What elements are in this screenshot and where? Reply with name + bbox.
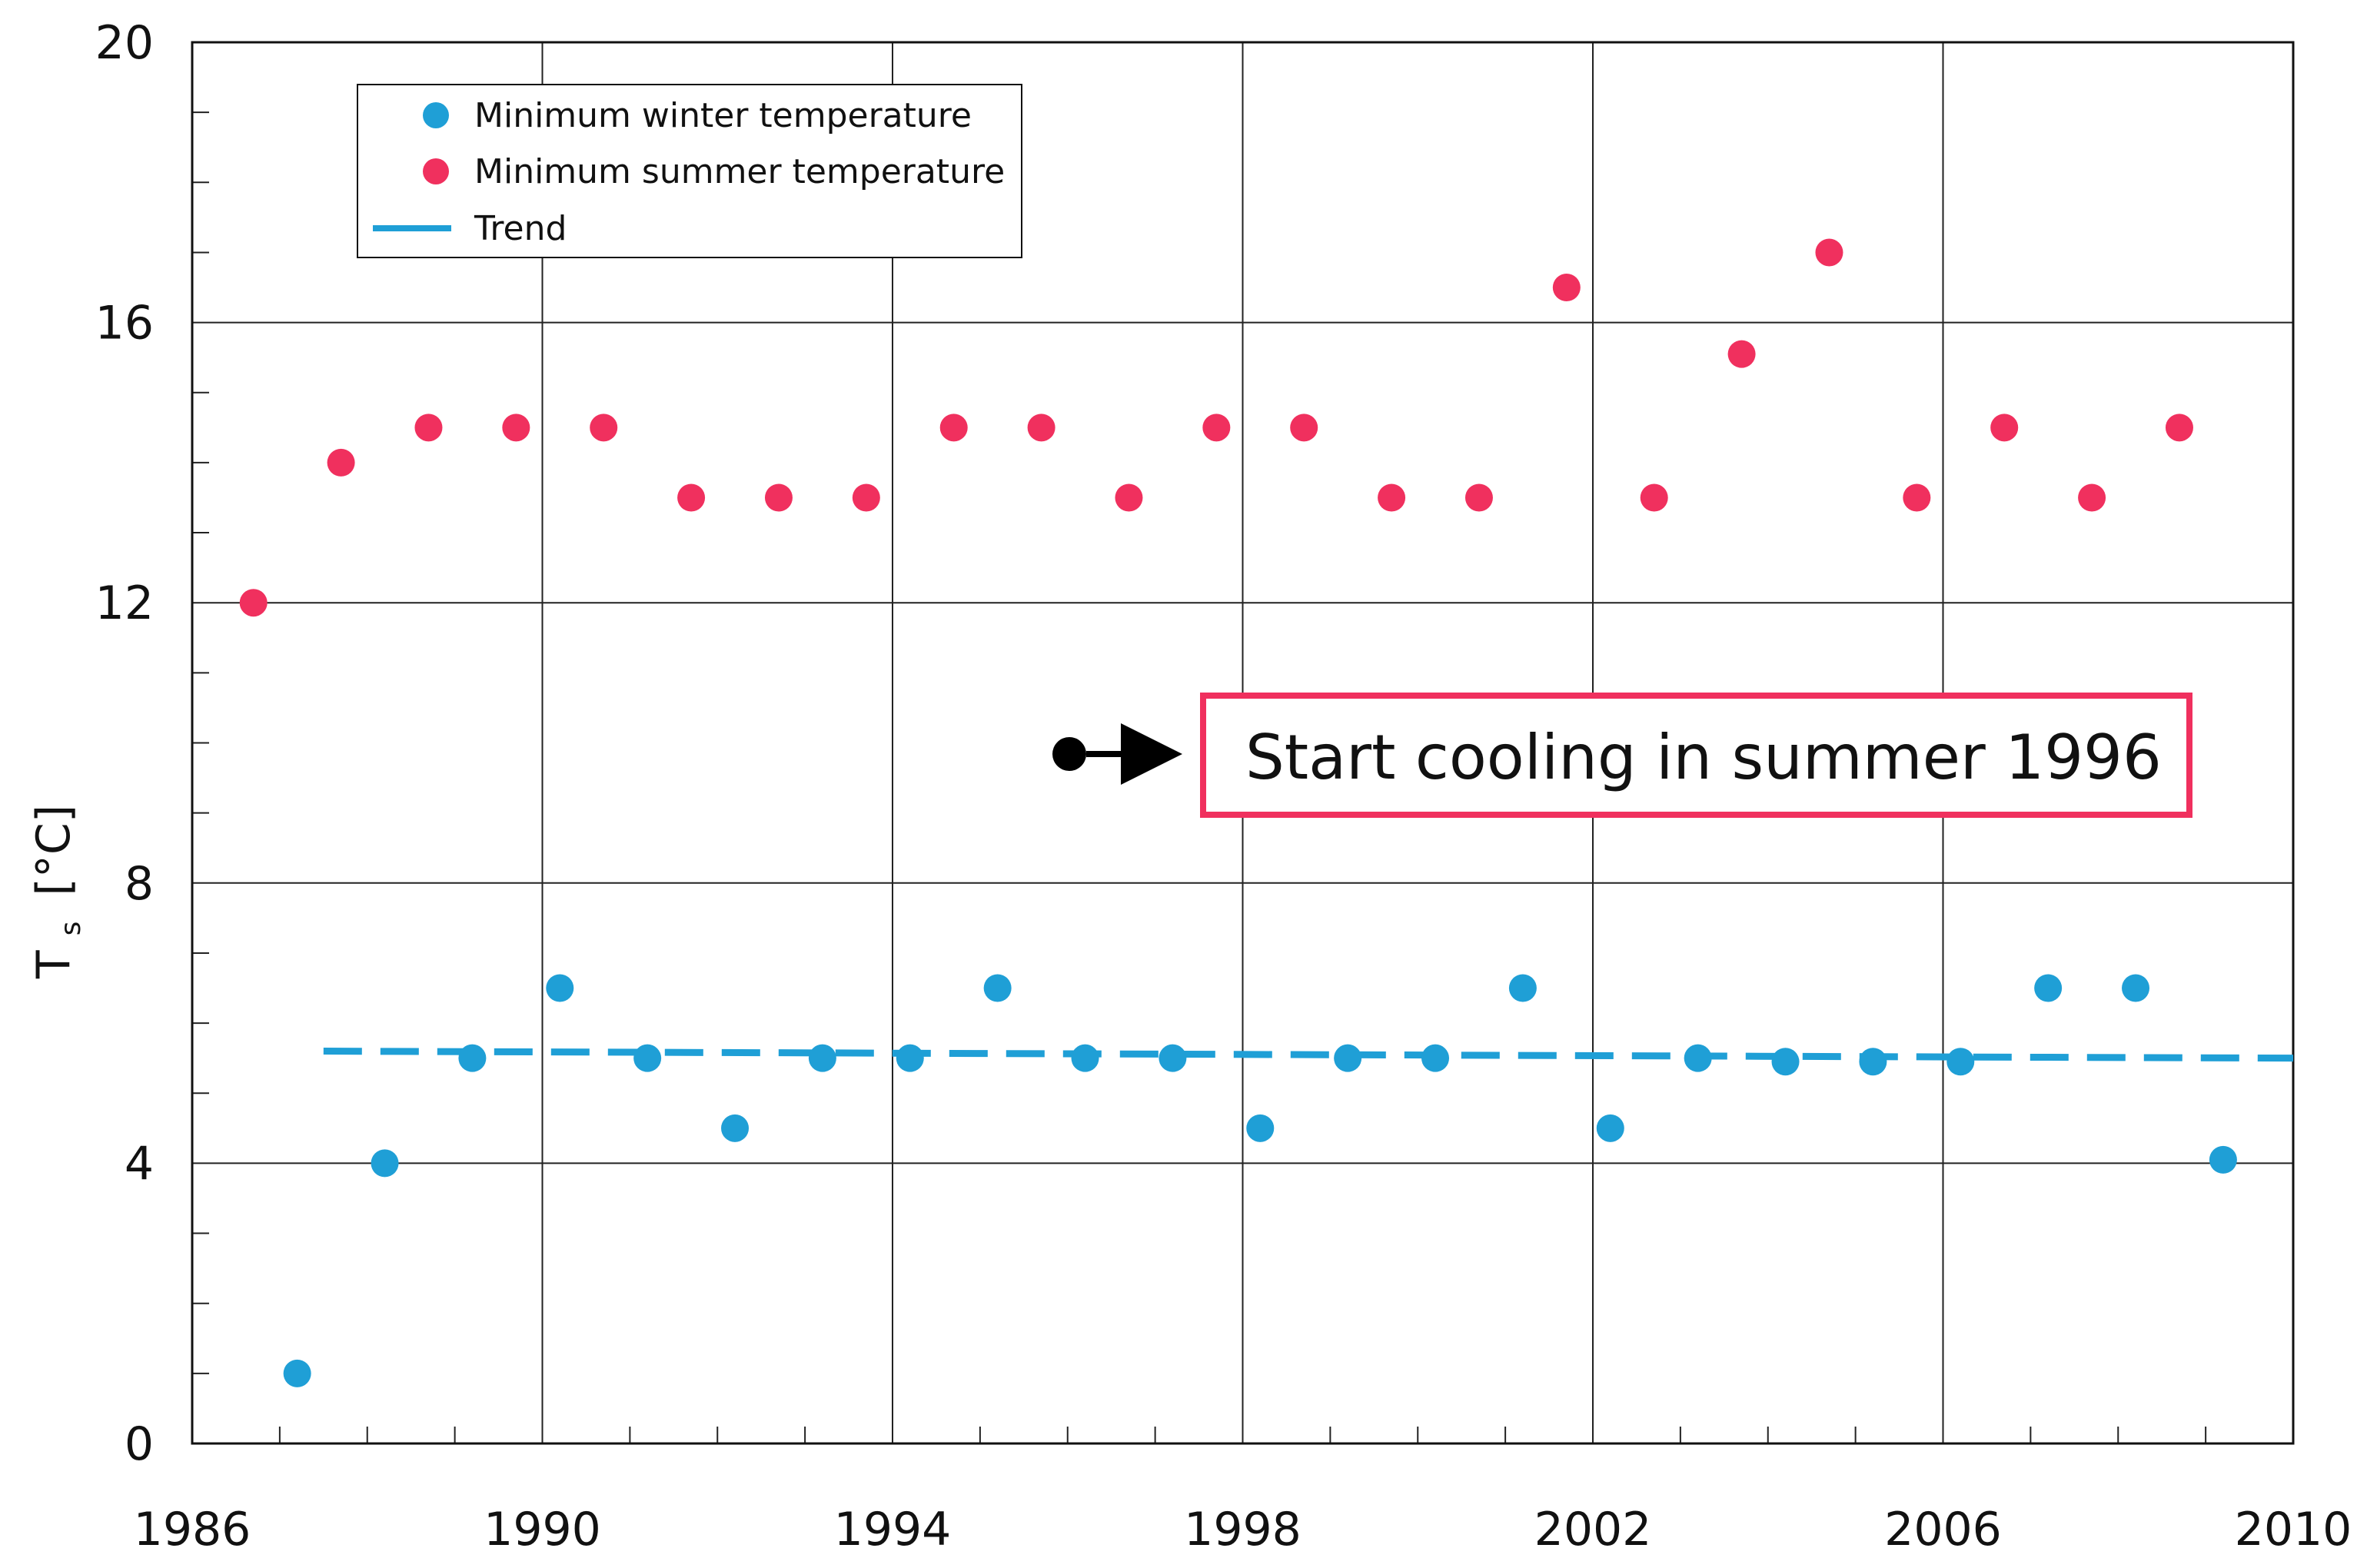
x-tick-label: 1986 xyxy=(134,1503,251,1556)
winter-point xyxy=(1859,1048,1887,1076)
summer-point xyxy=(414,414,443,442)
annotation-text: Start cooling in summer 1996 xyxy=(1245,722,2162,793)
legend-box xyxy=(357,84,1022,258)
summer-point xyxy=(677,483,706,512)
legend-winter-marker xyxy=(423,102,449,128)
annotation-marker xyxy=(1052,737,1086,771)
winter-point xyxy=(2122,974,2150,1002)
y-tick-label: 16 xyxy=(95,297,154,350)
summer-point xyxy=(2078,483,2106,512)
winter-point xyxy=(2209,1145,2237,1174)
winter-point xyxy=(1334,1044,1362,1072)
y-axis-label: T s [°C] xyxy=(27,805,91,979)
winter-point xyxy=(808,1044,836,1072)
annotation-box xyxy=(1200,693,2192,818)
y-axis-label-subscript: s xyxy=(55,922,87,936)
summer-point xyxy=(1815,238,1843,267)
winter-point xyxy=(283,1359,311,1387)
winter-point xyxy=(721,1114,750,1142)
winter-point xyxy=(458,1044,487,1072)
summer-point xyxy=(590,414,618,442)
x-tick-label: 1994 xyxy=(834,1503,952,1556)
y-tick-label: 12 xyxy=(95,576,154,630)
summer-point xyxy=(1378,483,1406,512)
x-tick-label: 1998 xyxy=(1184,1503,1302,1556)
annotation: Start cooling in summer 1996 xyxy=(1052,693,2192,818)
winter-point xyxy=(1246,1114,1275,1142)
y-tick-label: 0 xyxy=(125,1417,154,1471)
winter-point xyxy=(1071,1044,1099,1072)
summer-point xyxy=(1903,483,1931,512)
minor-ticks xyxy=(192,111,2207,1443)
winter-point xyxy=(1159,1044,1187,1072)
summer-point xyxy=(1727,340,1756,368)
summer-point xyxy=(939,414,968,442)
summer-point xyxy=(502,414,530,442)
summer-point xyxy=(1027,414,1055,442)
svg-text:T s [°C]: T s [°C] xyxy=(27,805,91,979)
winter-point xyxy=(1771,1048,1800,1076)
summer-point xyxy=(852,483,880,512)
legend-winter-label: Minimum winter temperature xyxy=(474,96,972,135)
winter-point xyxy=(1596,1114,1624,1142)
winter-point xyxy=(546,974,574,1002)
plot-frame xyxy=(191,41,2295,1445)
winter-point xyxy=(1421,1044,1450,1072)
winter-point xyxy=(983,974,1012,1002)
summer-point xyxy=(2165,414,2193,442)
points-layer xyxy=(239,238,2237,1387)
winter-point xyxy=(1946,1048,1975,1076)
trend-line xyxy=(323,1048,2294,1062)
winter-point xyxy=(1508,974,1537,1002)
winter-point xyxy=(371,1149,399,1178)
tick-labels: 1986 1990 1994 1998 2002 2006 2010 0 4 8 12 16 20 xyxy=(95,16,2352,1556)
x-tick-label: 2010 xyxy=(2235,1503,2352,1556)
summer-point xyxy=(327,448,355,477)
summer-point xyxy=(1990,414,2019,442)
legend-trend-label: Trend xyxy=(474,209,567,248)
summer-point xyxy=(239,589,268,617)
summer-point xyxy=(764,483,793,512)
winter-point xyxy=(896,1044,924,1072)
winter-point xyxy=(633,1044,662,1072)
legend-summer-marker xyxy=(423,158,449,184)
y-axis-label-unit: [°C] xyxy=(27,805,81,896)
winter-point xyxy=(1684,1044,1712,1072)
summer-point xyxy=(1640,483,1668,512)
summer-point xyxy=(1552,274,1581,302)
summer-point xyxy=(1290,414,1318,442)
summer-point xyxy=(1464,483,1493,512)
y-tick-label: 4 xyxy=(125,1137,154,1191)
y-axis-label-main: T xyxy=(27,950,81,979)
y-tick-label: 8 xyxy=(125,857,154,911)
summer-point xyxy=(1202,414,1231,442)
y-tick-label: 20 xyxy=(95,16,154,70)
legend: Minimum winter temperature Minimum summe… xyxy=(357,84,1022,258)
x-tick-label: 2006 xyxy=(1884,1503,2002,1556)
trend-layer xyxy=(323,1048,2294,1062)
x-tick-label: 1990 xyxy=(484,1503,601,1556)
x-tick-label: 2002 xyxy=(1534,1503,1652,1556)
winter-point xyxy=(2034,974,2063,1002)
legend-summer-label: Minimum summer temperature xyxy=(474,152,1005,191)
summer-point xyxy=(1115,483,1143,512)
